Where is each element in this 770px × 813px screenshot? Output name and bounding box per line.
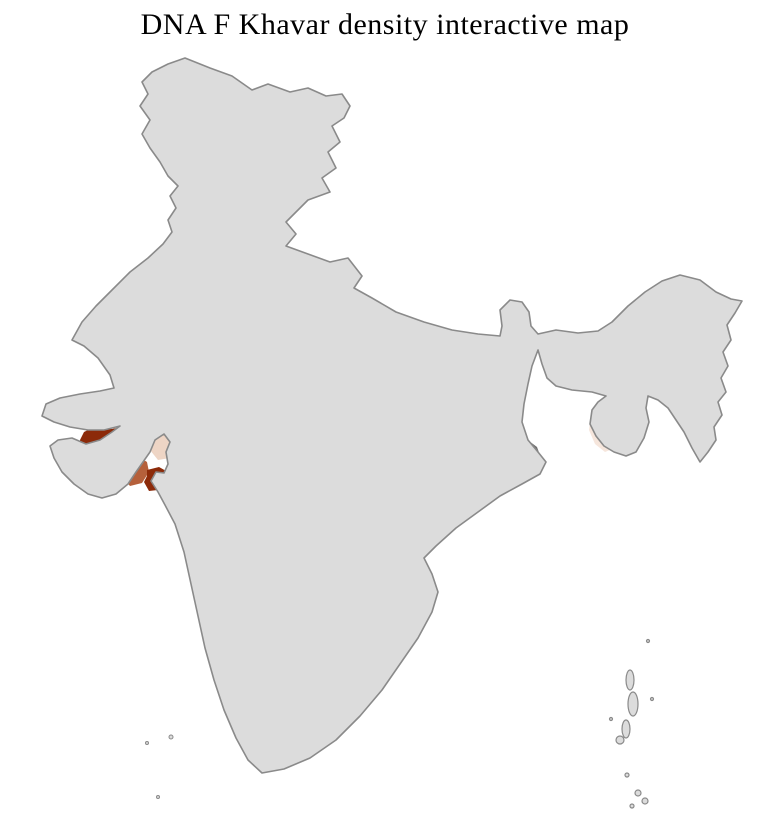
island[interactable]: [641, 797, 649, 805]
island[interactable]: [615, 735, 625, 745]
lakshadweep-islands[interactable]: [145, 734, 174, 799]
island[interactable]: [645, 638, 651, 644]
country-outline: [41, 57, 743, 774]
island[interactable]: [168, 734, 174, 740]
island[interactable]: [624, 772, 630, 778]
island[interactable]: [156, 795, 160, 799]
island[interactable]: [145, 741, 149, 745]
island[interactable]: [627, 691, 639, 717]
island[interactable]: [629, 803, 635, 809]
page-title: DNA F Khavar density interactive map: [140, 8, 630, 41]
island[interactable]: [621, 719, 631, 739]
island[interactable]: [608, 716, 614, 722]
island[interactable]: [649, 696, 655, 702]
andaman-nicobar-islands[interactable]: [608, 638, 655, 809]
island[interactable]: [625, 669, 635, 691]
island[interactable]: [634, 789, 642, 797]
